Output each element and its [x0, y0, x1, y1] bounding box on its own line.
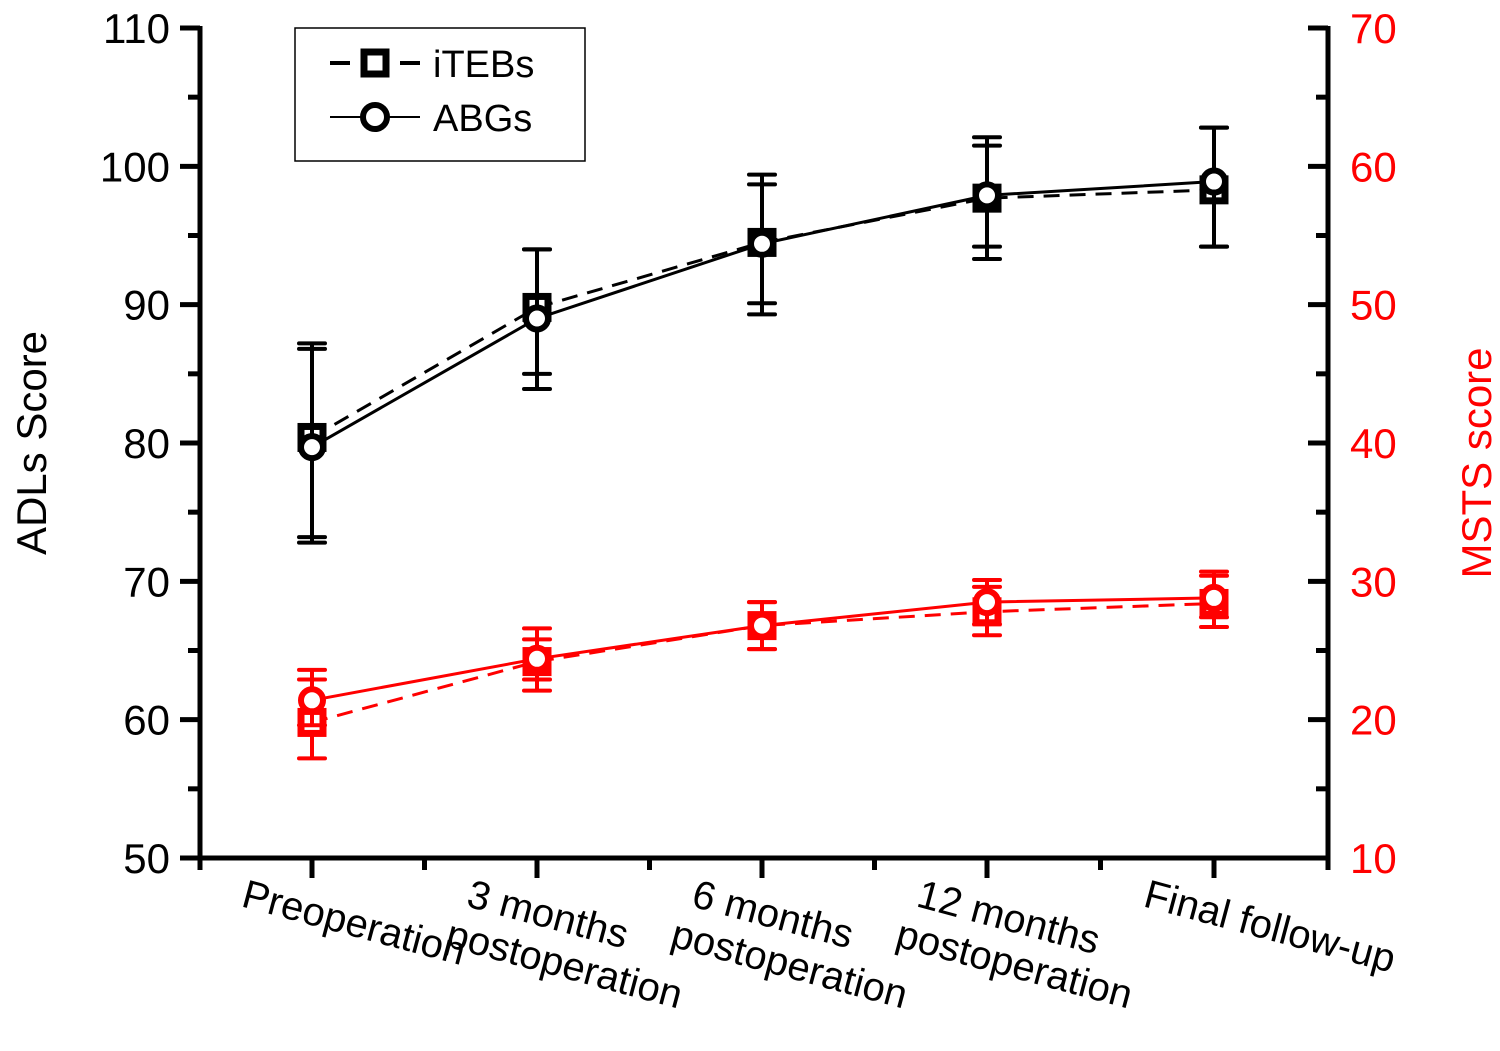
x-tick-label-line: Preoperation — [238, 872, 471, 974]
data-point-circle — [748, 229, 776, 258]
series-line — [311, 601, 1215, 724]
right-axis-title: MSTS score — [1453, 347, 1500, 578]
right-tick-label: 20 — [1350, 697, 1397, 744]
left-axis-title: ADLs Score — [8, 331, 55, 555]
data-point-circle — [748, 611, 776, 640]
legend-square-marker-icon — [360, 48, 390, 78]
x-tick-label: Preoperation — [238, 872, 471, 974]
right-tick-label: 70 — [1350, 5, 1397, 52]
left-tick-label: 100 — [100, 143, 170, 190]
data-point-circle — [523, 644, 551, 673]
right-tick-label: 40 — [1350, 420, 1397, 467]
right-tick-label: 10 — [1350, 835, 1397, 882]
data-point-circle — [298, 686, 326, 715]
left-tick-label: 80 — [123, 420, 170, 467]
legend-label: iTEBs — [433, 44, 534, 86]
data-point-circle — [973, 588, 1001, 617]
left-tick-label: 110 — [103, 5, 170, 52]
data-point-circle — [523, 304, 551, 333]
right-tick-label: 60 — [1350, 143, 1397, 190]
legend-circle-marker-icon — [360, 102, 390, 132]
data-point-circle — [1200, 583, 1228, 612]
legend-box — [294, 27, 586, 162]
left-tick-label: 90 — [123, 282, 170, 329]
axes: 50 60 70 80 90 100 110 10 20 30 40 50 60 70 Preoperati… — [8, 5, 1500, 1017]
data-point-circle — [298, 433, 326, 462]
x-tick-label: Final follow-up — [1140, 872, 1400, 981]
x-tick-label-line: Final follow-up — [1140, 872, 1400, 981]
legend-label: ABGs — [433, 98, 532, 140]
legend: iTEBs ABGs — [294, 27, 586, 162]
right-tick-label: 30 — [1350, 558, 1397, 605]
series-adls-abgs — [297, 125, 1229, 545]
series-msts-abgs — [297, 569, 1229, 728]
right-tick-label: 50 — [1350, 282, 1397, 329]
data-point-circle — [973, 181, 1001, 210]
left-tick-label: 70 — [123, 558, 170, 605]
data-point-circle — [1200, 167, 1228, 196]
left-tick-label: 60 — [123, 697, 170, 744]
left-tick-label: 50 — [123, 835, 170, 882]
series-layer — [297, 125, 1229, 761]
